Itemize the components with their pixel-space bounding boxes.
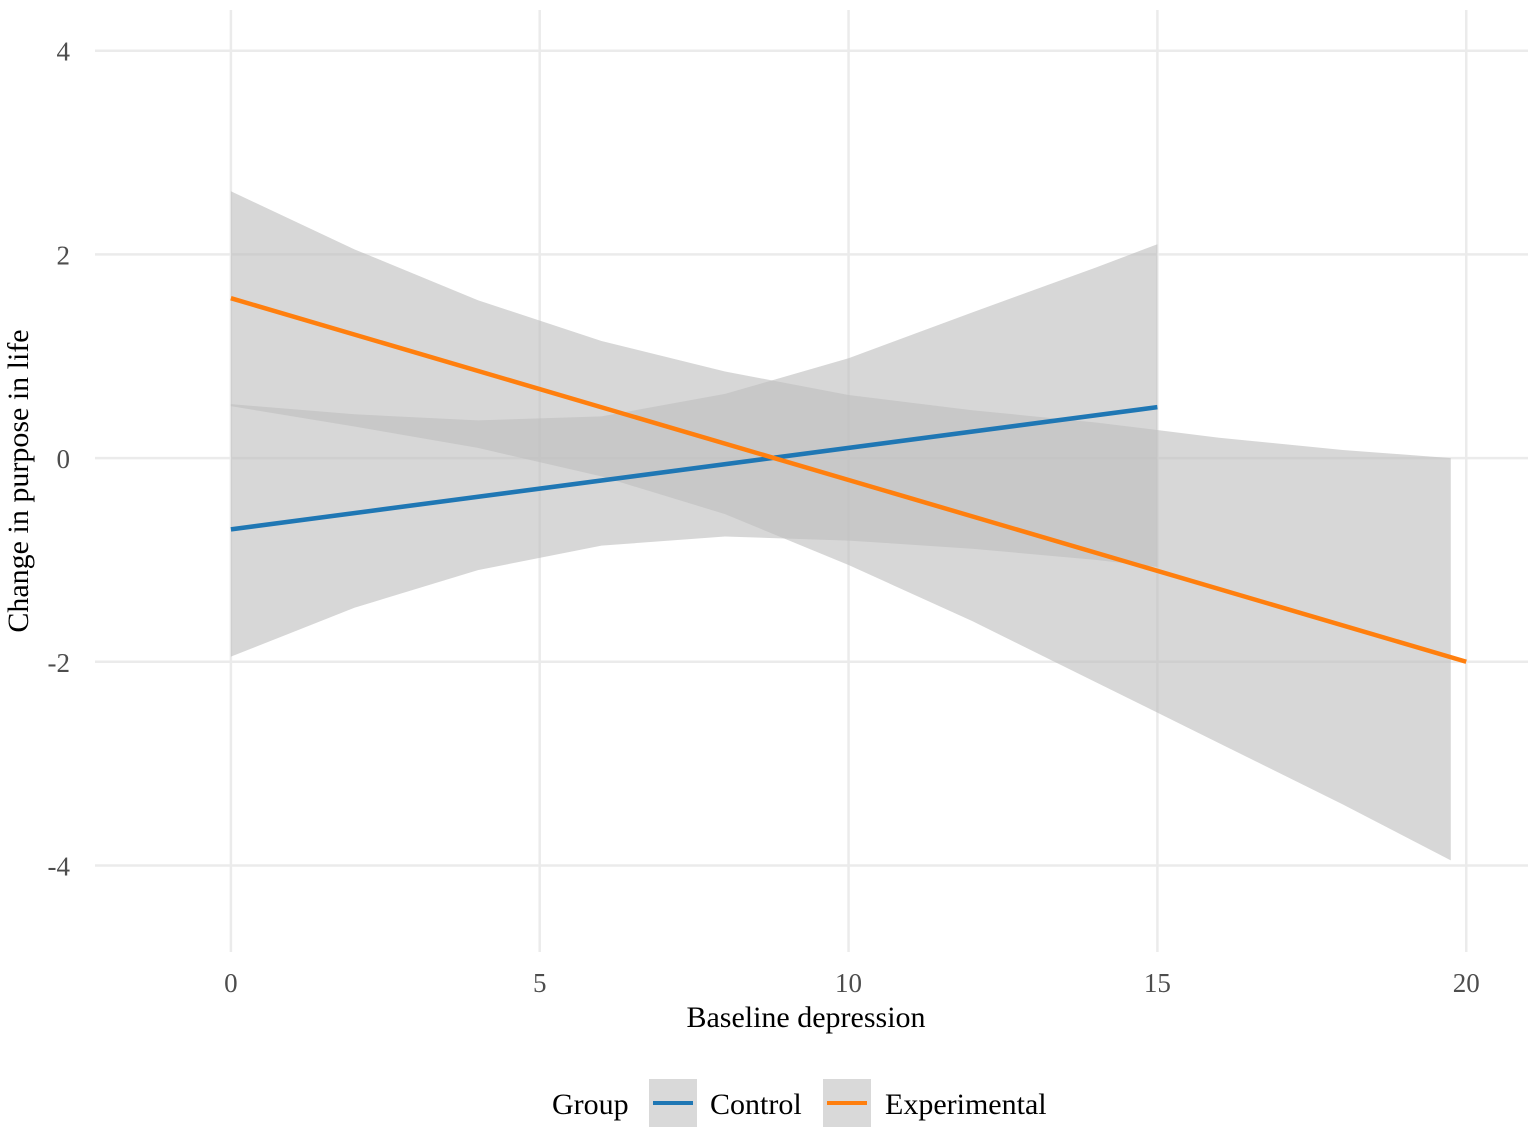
confidence-ribbons xyxy=(230,191,1451,861)
y-tick-label: 0 xyxy=(57,444,71,474)
y-tick-label: 4 xyxy=(57,37,71,67)
x-axis-title: Baseline depression xyxy=(686,1001,925,1034)
x-tick-label: 10 xyxy=(835,968,862,998)
series-line-experimental xyxy=(230,296,1467,664)
x-tick-label: 20 xyxy=(1453,968,1480,998)
x-tick-label: 5 xyxy=(533,968,547,998)
series-line-control xyxy=(230,404,1158,532)
legend: Group Control Experimental xyxy=(552,1079,1047,1127)
y-tick-label: 2 xyxy=(57,240,71,270)
regression-lines xyxy=(230,296,1467,664)
legend-title: Group xyxy=(552,1088,629,1121)
y-tick-label: -2 xyxy=(48,648,71,678)
legend-label-experimental: Experimental xyxy=(885,1088,1047,1121)
x-tick-label: 0 xyxy=(224,968,238,998)
legend-label-control: Control xyxy=(710,1088,802,1121)
x-tick-label: 15 xyxy=(1144,968,1171,998)
ribbon-experimental xyxy=(230,191,1451,861)
y-tick-label: -4 xyxy=(48,851,71,881)
y-axis-title: Change in purpose in life xyxy=(2,329,35,632)
